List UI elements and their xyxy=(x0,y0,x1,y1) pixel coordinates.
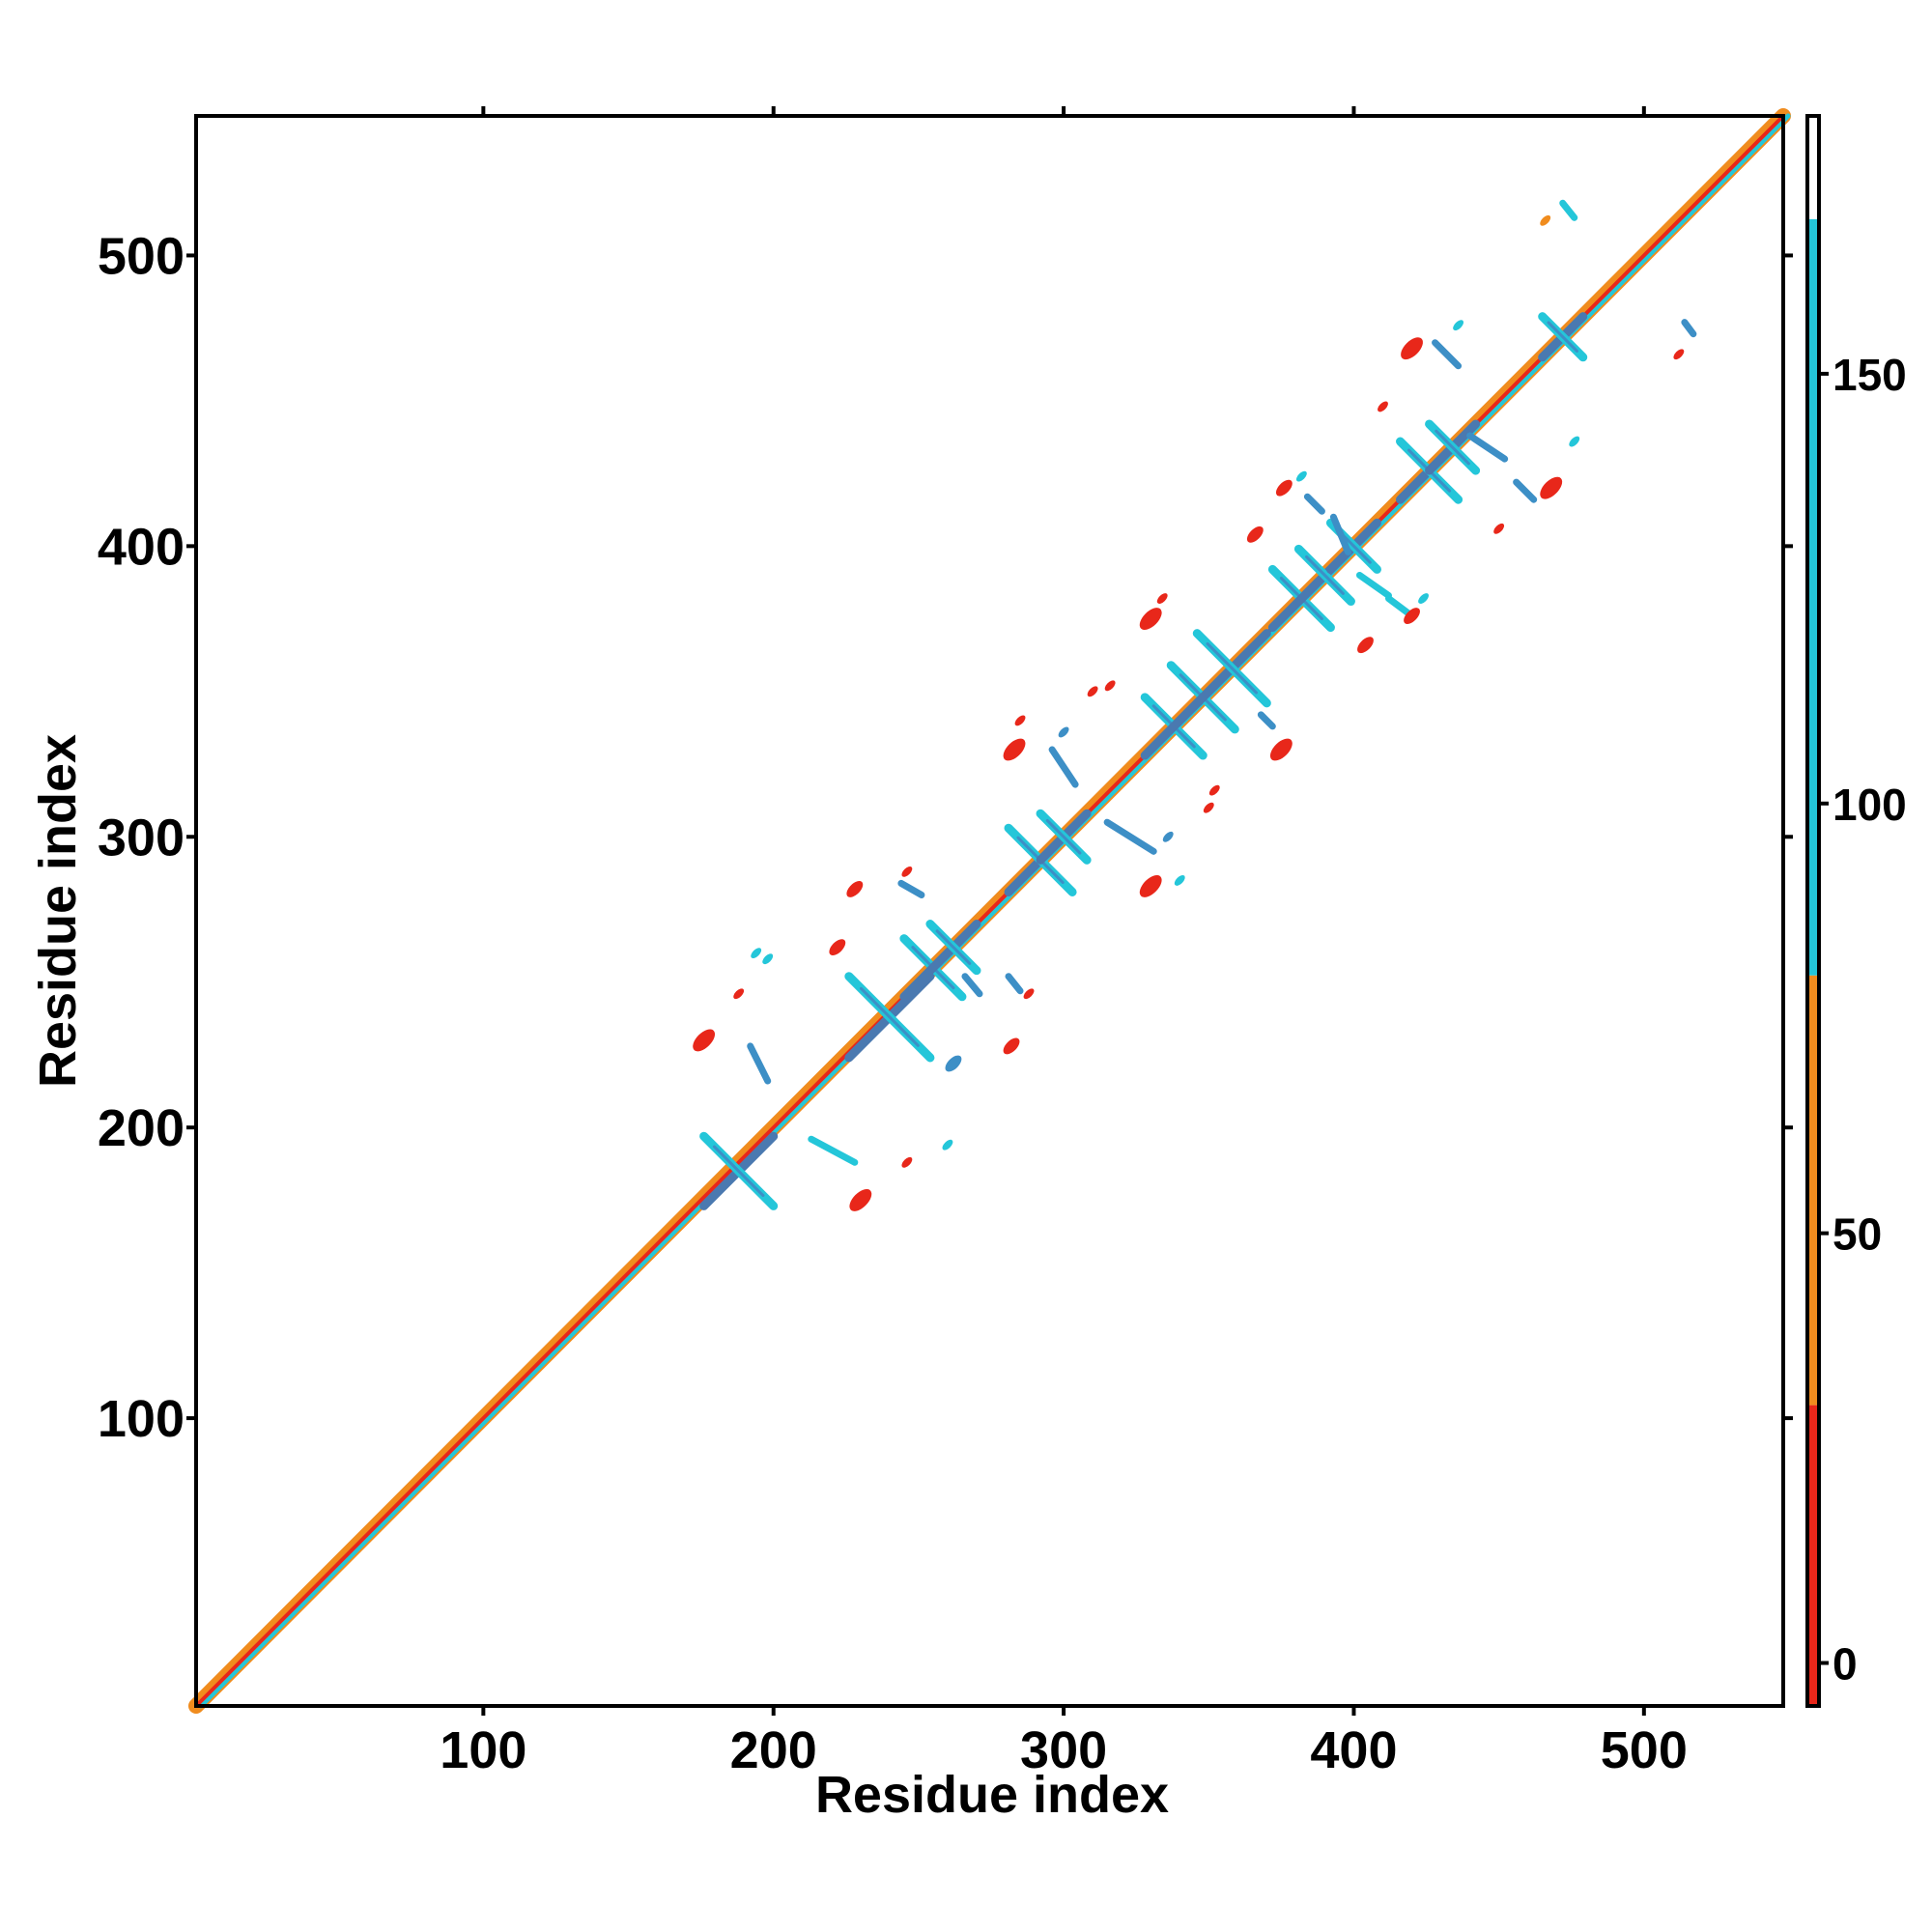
contact-spot-16 xyxy=(1275,479,1293,497)
cross-core-0 xyxy=(712,1145,765,1198)
contact-spot-18 xyxy=(1378,401,1388,412)
x-tick-label-4: 500 xyxy=(1601,1721,1688,1779)
plot-frame xyxy=(194,114,1785,1708)
contact-spot-17 xyxy=(1404,608,1420,624)
contact-segment-2 xyxy=(897,879,925,898)
cross-core-5 xyxy=(1045,818,1082,855)
contact-spot-12 xyxy=(1269,738,1293,761)
contact-spot-33 xyxy=(1162,831,1174,842)
contact-spot-21 xyxy=(1493,523,1505,534)
y-tick-label-1: 200 xyxy=(98,1099,185,1157)
x-tick-label-0: 100 xyxy=(440,1721,526,1779)
contact-segment-16 xyxy=(1681,319,1697,338)
contact-spot-8 xyxy=(1139,875,1162,897)
contact-spot-31 xyxy=(901,866,913,877)
contact-spot-25 xyxy=(1104,680,1116,692)
cross-core-10 xyxy=(1304,554,1345,595)
colorbar-band-3 xyxy=(1807,116,1819,219)
contact-spot-27 xyxy=(751,948,762,959)
contact-spot-19 xyxy=(1401,337,1423,360)
diagonal-band-1 xyxy=(198,113,1791,1709)
colorbar: 0 50 100 150 xyxy=(1805,114,1907,1708)
contact-spot-10 xyxy=(1174,874,1185,886)
contact-segment-1 xyxy=(808,1135,859,1166)
contact-spot-37 xyxy=(1453,320,1463,331)
contact-spot-22 xyxy=(1540,214,1551,226)
contact-spot-4 xyxy=(1003,1037,1020,1055)
contact-segment-15 xyxy=(1559,199,1578,221)
contact-segment-3 xyxy=(961,973,983,998)
contact-spot-7 xyxy=(1003,738,1026,761)
x-tick-label-1: 200 xyxy=(730,1721,817,1779)
contact-spot-34 xyxy=(1203,802,1214,813)
contact-segment-5 xyxy=(1048,746,1079,788)
x-tick-label-2: 300 xyxy=(1020,1721,1107,1779)
cross-core-3 xyxy=(935,929,972,965)
y-tick-label-2: 300 xyxy=(98,809,185,867)
cross-core-13 xyxy=(1435,429,1470,466)
contact-segment-12 xyxy=(1466,432,1509,463)
y-tick-label-4: 500 xyxy=(98,227,185,285)
contact-spot-0 xyxy=(693,1029,716,1052)
colorbar-frame xyxy=(1805,114,1821,1708)
plot-marks xyxy=(188,108,1791,1714)
contact-segment-0 xyxy=(747,1042,772,1085)
contact-segment-7 xyxy=(1257,711,1276,730)
cross-core-8 xyxy=(1206,641,1259,695)
contact-spot-29 xyxy=(733,988,745,1000)
contact-segment-14 xyxy=(1513,478,1538,503)
contact-spot-14 xyxy=(1246,526,1264,543)
colorbar-band-0 xyxy=(1807,1405,1819,1706)
contact-spot-13 xyxy=(1156,593,1168,604)
contact-spot-3 xyxy=(846,881,864,897)
contact-segment-10 xyxy=(1355,571,1393,600)
x-axis-title: Residue index xyxy=(815,1766,1169,1824)
contact-spot-1 xyxy=(849,1188,872,1211)
axis-ticks: 100 200 300 400 500 100 200 300 400 500 xyxy=(98,106,1793,1779)
cross-core-1 xyxy=(859,986,920,1047)
y-axis-title: Residue index xyxy=(29,734,87,1088)
contact-spot-36 xyxy=(1295,470,1307,482)
contact-spot-5 xyxy=(829,939,846,956)
contact-spot-9 xyxy=(1014,715,1026,726)
colorbar-band-1 xyxy=(1807,975,1819,1406)
x-tick-label-3: 400 xyxy=(1310,1721,1397,1779)
contact-spot-39 xyxy=(1087,686,1098,697)
contact-spot-2 xyxy=(762,953,774,965)
contact-spot-32 xyxy=(1058,726,1069,738)
contact-spot-24 xyxy=(1208,784,1220,796)
diagonal-band-2 xyxy=(194,114,1785,1708)
contact-spot-20 xyxy=(1540,476,1563,499)
contact-spot-11 xyxy=(1139,608,1162,631)
colorbar-tick-label-0: 0 xyxy=(1833,1639,1858,1690)
contact-spot-23 xyxy=(1673,349,1685,360)
contact-segment-8 xyxy=(1303,493,1325,515)
contact-spot-30 xyxy=(1023,988,1035,1000)
cross-core-14 xyxy=(1547,321,1578,353)
contact-segment-13 xyxy=(1432,339,1463,370)
contact-segment-6 xyxy=(1103,818,1157,855)
contact-spot-38 xyxy=(1569,436,1580,447)
y-tick-label-3: 400 xyxy=(98,518,185,576)
colorbar-tick-label-1: 50 xyxy=(1833,1209,1882,1260)
contact-spot-6 xyxy=(945,1055,962,1072)
contact-segment-9 xyxy=(1329,513,1351,555)
contact-spot-35 xyxy=(1418,593,1429,604)
contact-spot-28 xyxy=(901,1156,913,1168)
colorbar-band-2 xyxy=(1807,218,1819,976)
contact-spot-26 xyxy=(942,1139,953,1151)
contact-segment-4 xyxy=(1005,973,1024,995)
contact-spot-15 xyxy=(1357,637,1374,654)
colorbar-tick-label-2: 100 xyxy=(1833,780,1907,830)
diagonal-band-3 xyxy=(189,114,1780,1708)
y-tick-label-0: 100 xyxy=(98,1390,185,1448)
colorbar-tick-label-3: 150 xyxy=(1833,350,1907,400)
